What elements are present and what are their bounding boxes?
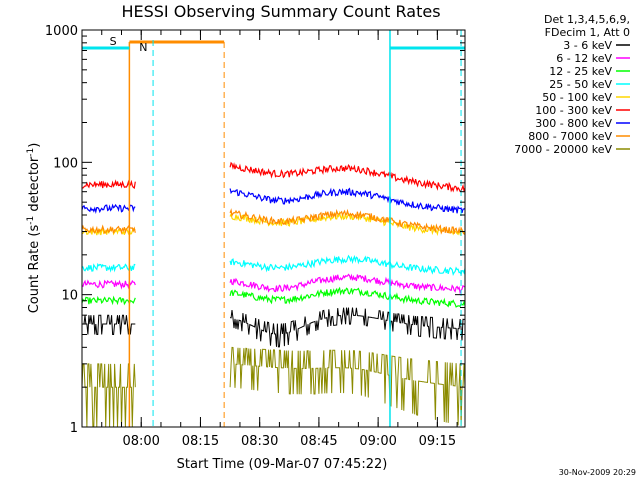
series-line bbox=[81, 224, 136, 235]
series-line bbox=[229, 346, 466, 427]
s-marker-label: S bbox=[110, 35, 117, 48]
x-tick-label: 08:00 bbox=[122, 434, 159, 449]
legend-header-2: FDecim 1, Att 0 bbox=[545, 26, 630, 39]
series-3 bbox=[81, 254, 466, 277]
y-tick-label: 1000 bbox=[45, 24, 78, 39]
legend-label: 800 - 7000 keV bbox=[528, 130, 612, 143]
x-tick-label: 09:00 bbox=[359, 434, 396, 449]
series-line bbox=[229, 286, 466, 308]
series-line bbox=[81, 363, 136, 428]
series-2 bbox=[81, 286, 466, 308]
n-marker-label: N bbox=[139, 41, 147, 54]
series-line bbox=[229, 210, 466, 237]
legend-label: 3 - 6 keV bbox=[563, 39, 612, 52]
series-line bbox=[229, 161, 466, 193]
series-6 bbox=[81, 187, 466, 215]
legend-label: 100 - 300 keV bbox=[535, 104, 612, 117]
legend-label: 12 - 25 keV bbox=[549, 65, 612, 78]
series-line bbox=[229, 187, 466, 214]
x-tick-label: 08:30 bbox=[241, 434, 278, 449]
chart-title: HESSI Observing Summary Count Rates bbox=[121, 2, 440, 21]
legend: Det 1,3,4,5,6,9, FDecim 1, Att 0 3 - 6 k… bbox=[514, 13, 630, 156]
legend-label: 6 - 12 keV bbox=[556, 52, 612, 65]
legend-label: 300 - 800 keV bbox=[535, 117, 612, 130]
series-line bbox=[81, 262, 136, 273]
series-1 bbox=[81, 273, 466, 295]
y-tick-label: 1 bbox=[70, 421, 78, 436]
series-0 bbox=[82, 307, 465, 348]
legend-label: 50 - 100 keV bbox=[542, 91, 612, 104]
x-axis-label: Start Time (09-Mar-07 07:45:22) bbox=[177, 457, 388, 472]
series-line bbox=[81, 295, 136, 306]
series-7 bbox=[81, 208, 466, 235]
series-5 bbox=[81, 161, 466, 193]
series-line bbox=[81, 279, 136, 290]
y-tick-label: 100 bbox=[53, 156, 78, 171]
plot-frame bbox=[81, 29, 466, 428]
series-line bbox=[81, 203, 136, 215]
y-tick-label: 10 bbox=[61, 289, 78, 304]
series-line bbox=[82, 314, 136, 335]
legend-label: 7000 - 20000 keV bbox=[514, 143, 612, 156]
timestamp: 30-Nov-2009 20:29 bbox=[559, 468, 636, 477]
x-tick-label: 09:15 bbox=[419, 434, 456, 449]
legend-label: 25 - 50 keV bbox=[549, 78, 612, 91]
x-tick-label: 08:15 bbox=[182, 434, 219, 449]
series-8 bbox=[81, 346, 466, 428]
axes: 1 10 100 1000 08:00 08:15 08:30 08:45 09:00 09:15 bbox=[45, 24, 465, 449]
series-line bbox=[229, 254, 466, 277]
series-line bbox=[81, 179, 136, 190]
series-line bbox=[229, 208, 466, 235]
series-line bbox=[229, 273, 466, 295]
series-line bbox=[230, 307, 465, 348]
y-axis-label: Count Rate (s-1 detector-1) bbox=[26, 143, 42, 314]
legend-header-1: Det 1,3,4,5,6,9, bbox=[544, 13, 630, 26]
x-tick-label: 08:45 bbox=[300, 434, 337, 449]
